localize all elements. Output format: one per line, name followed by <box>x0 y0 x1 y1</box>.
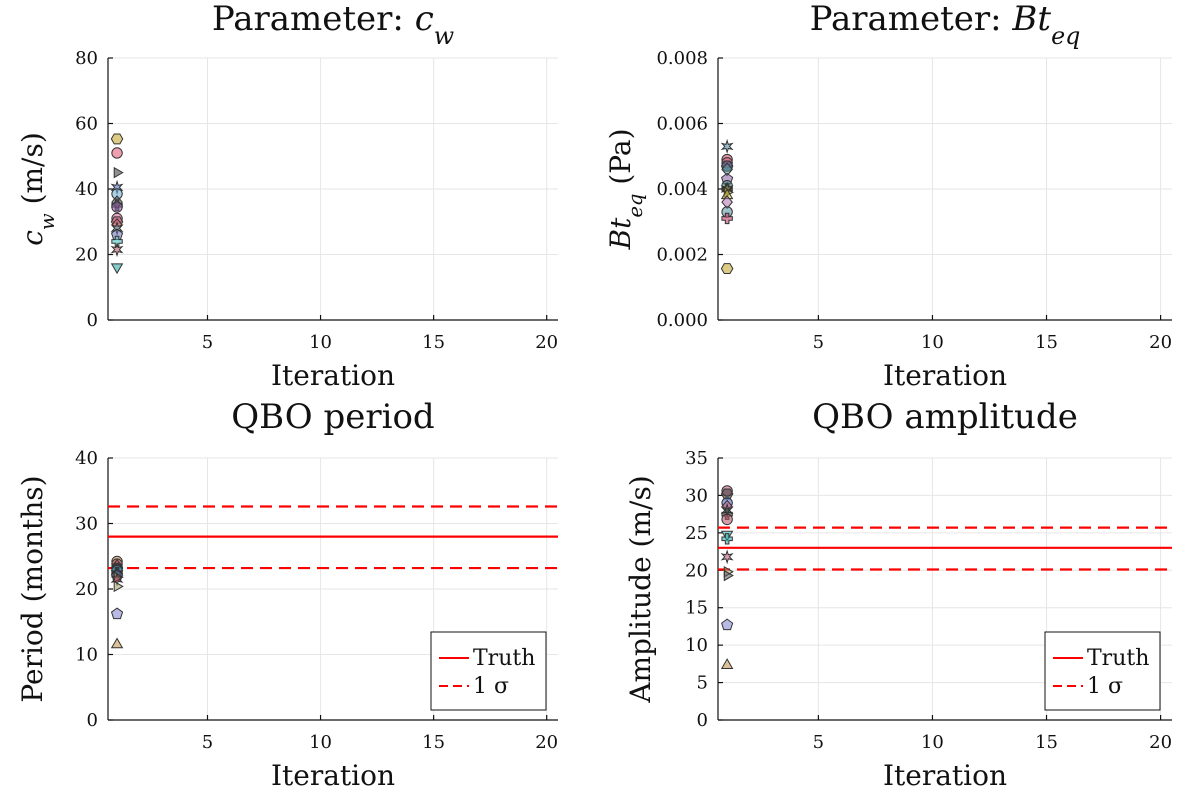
x-tick-label: 15 <box>1035 732 1058 753</box>
legend-box <box>1044 631 1161 711</box>
data-point <box>113 166 124 179</box>
panel-amplitude: 5 10 15 20 0 5 10 15 20 25 30 35 QBO amplitude Iterat… <box>624 397 1172 792</box>
x-axis-label: Iteration <box>271 759 395 792</box>
y-tick-label: 0.000 <box>656 310 708 331</box>
x-tick-label: 20 <box>535 332 558 353</box>
x-tick-label: 15 <box>422 332 445 353</box>
x-tick-label: 10 <box>921 732 944 753</box>
panel-cw: 5 10 15 20 0 20 40 60 80 Parameter: cw Iteration cw… <box>16 0 558 392</box>
y-tick-label: 30 <box>685 485 708 506</box>
y-tick-label: 25 <box>685 523 708 544</box>
data-point <box>110 242 124 258</box>
data-point <box>720 549 734 565</box>
y-tick-label: 30 <box>75 514 98 535</box>
y-axis-label: Amplitude (m/s) <box>624 475 657 704</box>
y-tick-label: 80 <box>75 48 98 69</box>
y-tick-label: 60 <box>75 114 98 135</box>
data-point <box>113 580 124 593</box>
x-tick-label: 5 <box>202 332 213 353</box>
legend-label: 1 σ <box>473 674 509 699</box>
x-tick-label: 15 <box>422 732 445 753</box>
x-tick-label: 20 <box>535 732 558 753</box>
x-axis-label: Iteration <box>271 359 395 392</box>
y-tick-label: 0.004 <box>656 179 708 200</box>
y-tick-label: 0.006 <box>656 114 708 135</box>
data-point <box>110 263 124 275</box>
data-point <box>721 212 733 225</box>
y-tick-label: 0 <box>87 310 98 331</box>
data-point <box>111 201 123 213</box>
data-point <box>723 569 734 582</box>
y-tick-label: 20 <box>75 579 98 600</box>
x-tick-label: 15 <box>1035 332 1058 353</box>
x-tick-label: 5 <box>813 332 824 353</box>
x-tick-label: 20 <box>1149 732 1172 753</box>
data-point <box>111 147 123 159</box>
y-tick-label: 40 <box>75 448 98 469</box>
y-tick-label: 35 <box>685 448 708 469</box>
chart-title: Parameter: cw <box>212 0 454 50</box>
x-tick-label: 5 <box>813 732 824 753</box>
chart-title: QBO amplitude <box>812 397 1078 437</box>
data-point <box>720 658 734 669</box>
y-tick-label: 0.002 <box>656 245 708 266</box>
data-point <box>111 235 123 248</box>
y-tick-label: 20 <box>75 245 98 266</box>
x-tick-label: 5 <box>202 732 213 753</box>
panel-period: 5 10 15 20 0 10 20 30 40 QBO period Iteration Perio… <box>16 397 558 792</box>
legend: Truth 1 σ <box>430 631 547 711</box>
data-point <box>720 263 734 275</box>
legend-box <box>430 631 547 711</box>
data-point <box>721 533 733 545</box>
y-tick-label: 10 <box>75 645 98 666</box>
legend-label: Truth <box>473 646 535 671</box>
x-tick-label: 10 <box>309 732 332 753</box>
y-tick-label: 0 <box>87 710 98 731</box>
chart-title: Parameter: Bteq <box>810 0 1081 50</box>
y-tick-label: 0.008 <box>656 48 708 69</box>
legend-label: Truth <box>1087 646 1149 671</box>
data-point <box>721 618 734 631</box>
y-tick-label: 10 <box>685 635 708 656</box>
y-tick-label: 40 <box>75 179 98 200</box>
legend-label: 1 σ <box>1087 674 1123 699</box>
y-tick-label: 15 <box>685 598 708 619</box>
x-tick-label: 20 <box>1149 332 1172 353</box>
y-axis-label: cw (m/s) <box>16 132 59 246</box>
x-axis-label: Iteration <box>883 359 1007 392</box>
data-point <box>721 513 733 526</box>
data-point <box>110 133 124 145</box>
y-tick-label: 5 <box>697 673 708 694</box>
legend: Truth 1 σ <box>1044 631 1161 711</box>
x-tick-label: 10 <box>309 332 332 353</box>
data-point <box>110 607 124 620</box>
y-axis-label: Bteq (Pa) <box>604 129 647 251</box>
panel-bt: 5 10 15 20 0.000 0.002 0.004 0.006 0.008 Paramete… <box>604 0 1172 392</box>
chart-title: QBO period <box>231 397 434 437</box>
x-tick-label: 10 <box>921 332 944 353</box>
x-axis-label: Iteration <box>883 759 1007 792</box>
y-tick-label: 20 <box>685 560 708 581</box>
data-point <box>720 138 734 154</box>
y-tick-label: 0 <box>697 710 708 731</box>
data-point <box>110 637 124 649</box>
y-axis-label: Period (months) <box>16 475 49 702</box>
